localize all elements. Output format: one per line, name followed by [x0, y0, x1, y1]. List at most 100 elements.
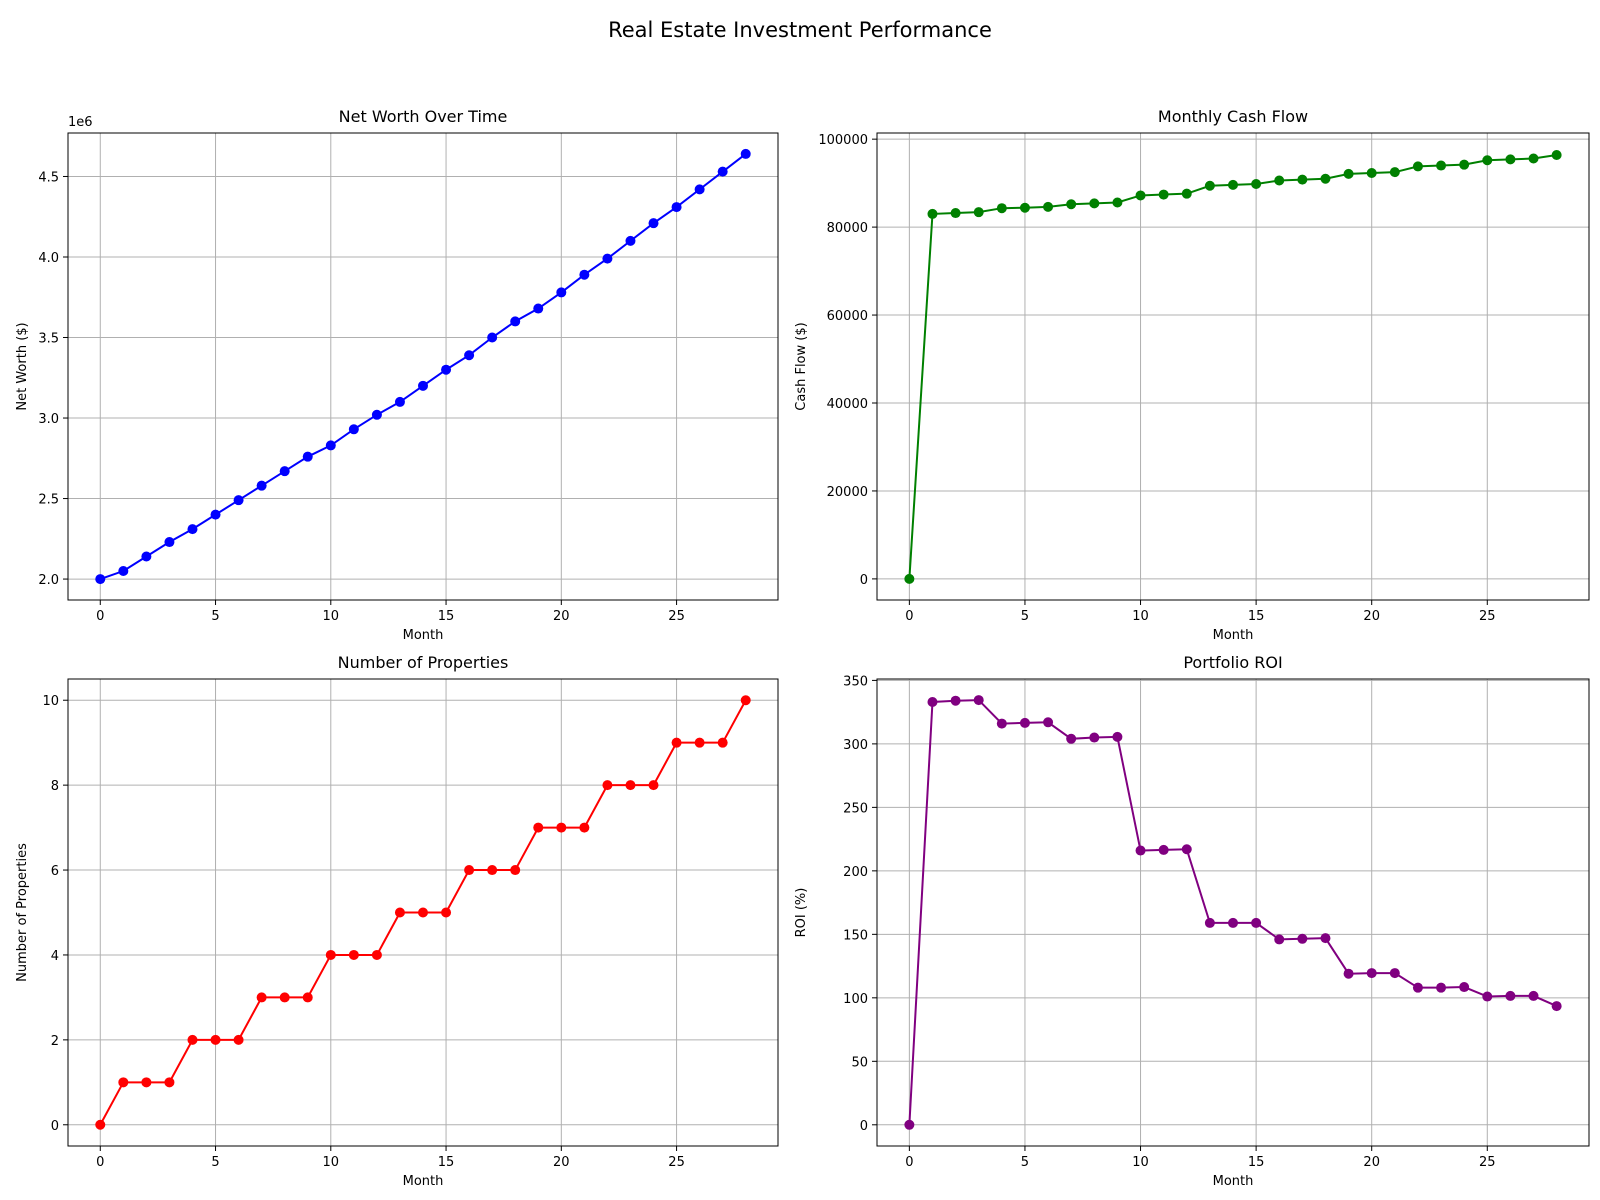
y-tick-label: 4	[51, 949, 59, 964]
y-tick-label: 0	[860, 573, 868, 588]
y-tick-label: 0	[51, 1119, 59, 1134]
x-tick-label: 0	[96, 1155, 104, 1170]
data-point	[1019, 202, 1030, 213]
data-point	[256, 480, 267, 491]
data-point	[418, 380, 428, 391]
x-tick-label: 20	[1363, 1155, 1380, 1170]
data-point	[950, 695, 961, 706]
data-point	[1528, 990, 1539, 1001]
y-tick-label: 3.5	[38, 332, 59, 347]
data-point	[1459, 982, 1470, 993]
data-point	[371, 949, 382, 960]
y-axis-label: ROI (%)	[794, 888, 809, 938]
data-point	[1551, 149, 1562, 160]
axes-frame	[67, 132, 779, 601]
data-point	[164, 537, 175, 548]
data-point	[671, 202, 682, 213]
data-point	[441, 907, 452, 918]
data-point	[1089, 198, 1100, 209]
data-point	[1112, 731, 1123, 742]
y-tick-label: 80000	[827, 221, 868, 236]
data-point	[210, 1034, 221, 1045]
y-tick-label: 2.5	[38, 493, 59, 508]
data-point	[233, 1034, 244, 1045]
data-point	[1389, 968, 1400, 979]
x-tick-label: 15	[438, 1155, 455, 1170]
data-point	[487, 332, 498, 343]
data-point	[95, 1119, 106, 1130]
data-point	[441, 364, 452, 375]
y-tick-label: 4.5	[38, 170, 59, 185]
x-tick-label: 10	[1132, 609, 1149, 624]
data-point	[694, 737, 705, 748]
x-tick-label: 25	[1479, 609, 1496, 624]
data-point	[1251, 917, 1262, 928]
data-point	[510, 865, 521, 876]
y-axis-label: Number of Properties	[15, 843, 30, 982]
y-tick-label: 4.0	[38, 251, 59, 266]
x-tick-label: 0	[905, 609, 913, 624]
data-point	[233, 495, 244, 506]
data-point	[533, 303, 544, 314]
data-point	[1112, 197, 1123, 208]
data-point	[556, 287, 567, 298]
y-tick-label: 350	[843, 674, 868, 689]
data-point	[1436, 982, 1447, 993]
chart-title: Net Worth Over Time	[339, 107, 508, 126]
data-point	[371, 409, 382, 420]
figure-title: Real Estate Investment Performance	[608, 18, 992, 42]
data-point	[1366, 168, 1377, 179]
data-point	[210, 509, 221, 520]
y-tick-label: 0	[860, 1119, 868, 1134]
x-tick-label: 5	[211, 609, 219, 624]
data-point	[1204, 917, 1215, 928]
y-axis-label: Net Worth ($)	[15, 322, 30, 410]
data-point	[141, 551, 152, 562]
x-axis-label: Month	[403, 1174, 444, 1189]
axes-frame	[67, 678, 779, 1147]
data-point	[1228, 917, 1238, 928]
y-tick-label: 2	[51, 1034, 59, 1049]
data-point	[1089, 732, 1100, 743]
data-point	[1528, 153, 1539, 164]
data-point	[556, 822, 567, 833]
x-tick-label: 15	[438, 609, 455, 624]
data-point	[1482, 155, 1493, 166]
data-point	[602, 780, 613, 791]
data-point	[394, 396, 405, 407]
y-tick-label: 2.0	[38, 573, 59, 588]
data-point	[1135, 190, 1146, 201]
data-point	[1274, 934, 1285, 945]
data-point	[118, 566, 129, 577]
data-point	[625, 235, 636, 246]
data-point	[1389, 167, 1400, 178]
y-tick-label: 100000	[818, 133, 868, 148]
data-point	[904, 1119, 915, 1130]
data-point	[904, 573, 915, 584]
data-point	[625, 780, 636, 791]
data-point	[1366, 968, 1377, 979]
data-point	[348, 424, 359, 435]
data-point	[1204, 180, 1215, 191]
x-tick-label: 25	[668, 1155, 685, 1170]
data-point	[717, 737, 728, 748]
data-point	[648, 780, 659, 791]
x-axis-label: Month	[1213, 1174, 1254, 1189]
data-point	[671, 737, 682, 748]
y-tick-label: 10	[42, 694, 59, 709]
y-axis-label: Cash Flow ($)	[794, 322, 809, 410]
axes-frame	[876, 678, 1590, 1147]
x-tick-label: 10	[323, 609, 340, 624]
data-point	[1459, 159, 1470, 170]
data-point	[1343, 168, 1354, 179]
chart-panel-3: 0 5 10 15 20 25 0 2 4 6 8 10 Number of Properties Mon…	[15, 653, 779, 1189]
x-tick-label: 10	[323, 1155, 340, 1170]
data-point	[1297, 933, 1308, 944]
data-point	[1551, 1001, 1562, 1012]
data-point	[1251, 179, 1262, 190]
data-point	[1505, 154, 1516, 165]
data-point	[1066, 733, 1077, 744]
data-point	[973, 695, 984, 706]
y-tick-label: 100	[843, 992, 868, 1007]
